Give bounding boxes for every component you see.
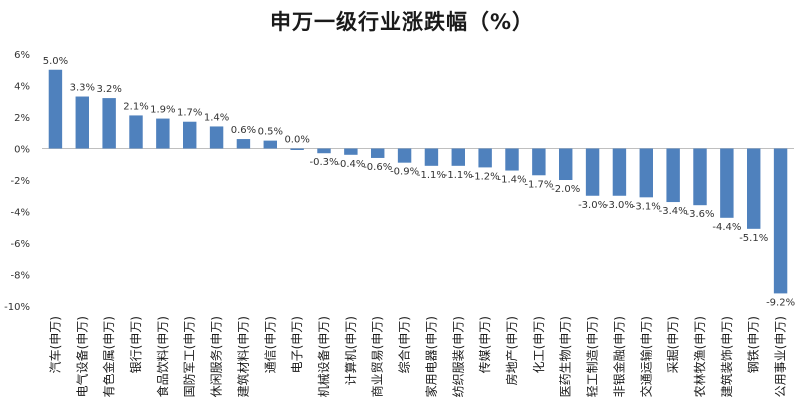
y-tick-label: 0% — [14, 145, 30, 156]
y-tick-label: -8% — [11, 271, 30, 282]
data-label: -1.4% — [497, 175, 526, 186]
bar — [156, 118, 170, 149]
data-label: -3.0% — [605, 200, 634, 211]
category-label: 建筑材料(申万) — [235, 316, 250, 397]
category-label: 商业贸易(申万) — [370, 316, 385, 397]
bar — [75, 96, 89, 149]
category-label: 家用电器(申万) — [423, 316, 438, 397]
bar — [209, 126, 224, 149]
category-label: 国防军工(申万) — [182, 316, 197, 397]
data-label: -0.6% — [363, 162, 392, 173]
bar — [183, 121, 197, 149]
category-label: 钢铁(申万) — [747, 316, 761, 373]
category-label: 交通运输(申万) — [638, 316, 653, 397]
y-tick-label: 6% — [14, 50, 30, 61]
bar — [478, 148, 492, 168]
category-label: 医药生物(申万) — [559, 316, 573, 397]
bar — [424, 148, 439, 166]
category-label: 纺织服装(申万) — [451, 316, 465, 397]
y-tick-label: -10% — [4, 302, 30, 313]
data-label: 1.4% — [204, 112, 229, 123]
data-label: -4.4% — [712, 222, 741, 233]
data-label: -2.0% — [551, 184, 580, 195]
category-label: 汽车(申万) — [47, 316, 62, 373]
category-label: 轻工制造(申万) — [586, 316, 600, 397]
bar — [585, 148, 600, 196]
data-label: -5.1% — [739, 233, 768, 244]
data-label: -1.2% — [471, 171, 500, 182]
data-label: 0.0% — [284, 135, 309, 146]
data-label: 2.1% — [123, 101, 148, 112]
bar — [129, 115, 143, 149]
bar — [263, 140, 277, 149]
data-label: 5.0% — [43, 56, 68, 67]
data-label: 1.7% — [177, 108, 202, 119]
category-label: 采掘(申万) — [665, 316, 680, 373]
category-label: 房地产(申万) — [504, 316, 519, 385]
bar — [317, 148, 331, 154]
data-label: -1.1% — [417, 170, 446, 181]
y-tick-label: -2% — [11, 176, 30, 187]
data-label: -1.1% — [444, 170, 473, 181]
category-label: 化工(申万) — [532, 316, 546, 373]
data-label: -3.0% — [578, 200, 607, 211]
bar — [666, 148, 680, 203]
category-label: 计算机(申万) — [343, 316, 358, 385]
data-label: -9.2% — [766, 297, 795, 308]
data-label: 0.6% — [231, 125, 256, 136]
category-label: 有色金属(申万) — [101, 316, 116, 397]
category-label: 综合(申万) — [397, 316, 412, 373]
chart-title: 申万一级行业涨跌幅（%） — [269, 10, 535, 34]
data-label: -3.6% — [685, 209, 714, 220]
data-label: -3.4% — [659, 206, 688, 217]
category-label: 电气设备(申万) — [74, 316, 89, 397]
category-label: 电子(申万) — [290, 316, 304, 373]
bar — [344, 148, 358, 155]
y-tick-label: 2% — [14, 113, 30, 124]
bar — [720, 148, 734, 218]
bar — [505, 148, 519, 171]
bar — [48, 69, 63, 149]
data-label: 1.9% — [150, 105, 175, 116]
bar — [747, 148, 761, 229]
bar — [532, 148, 546, 176]
category-label: 农林牧渔(申万) — [693, 316, 707, 397]
y-tick-label: -6% — [11, 239, 30, 250]
category-label: 公用事业(申万) — [774, 316, 788, 397]
category-label: 建筑装饰(申万) — [719, 316, 734, 397]
bar — [773, 148, 788, 294]
bar — [693, 148, 707, 206]
category-label: 通信(申万) — [263, 316, 277, 373]
category-label: 休闲服务(申万) — [209, 316, 224, 397]
data-label: -0.9% — [390, 167, 419, 178]
bar — [371, 148, 385, 158]
category-label: 非银金融(申万) — [611, 316, 626, 397]
y-tick-label: -4% — [11, 208, 30, 219]
bar — [397, 148, 412, 163]
bar — [559, 148, 573, 180]
data-label: 3.2% — [96, 84, 121, 95]
y-tick-label: 4% — [14, 82, 30, 93]
bar — [290, 148, 304, 150]
data-label: -1.7% — [524, 179, 553, 190]
data-label: 3.3% — [70, 83, 95, 94]
bar — [236, 139, 251, 149]
category-label: 食品饮料(申万) — [155, 316, 170, 397]
category-label: 传媒(申万) — [477, 316, 492, 373]
category-label: 机械设备(申万) — [316, 316, 331, 397]
data-label: -0.4% — [336, 159, 365, 170]
bar — [102, 98, 116, 149]
bar — [639, 148, 653, 198]
bar — [612, 148, 627, 196]
data-label: 0.5% — [258, 127, 283, 138]
bar — [451, 148, 465, 166]
data-label: -3.1% — [632, 201, 661, 212]
data-label: -0.3% — [309, 157, 338, 168]
category-label: 银行(申万) — [129, 316, 143, 373]
